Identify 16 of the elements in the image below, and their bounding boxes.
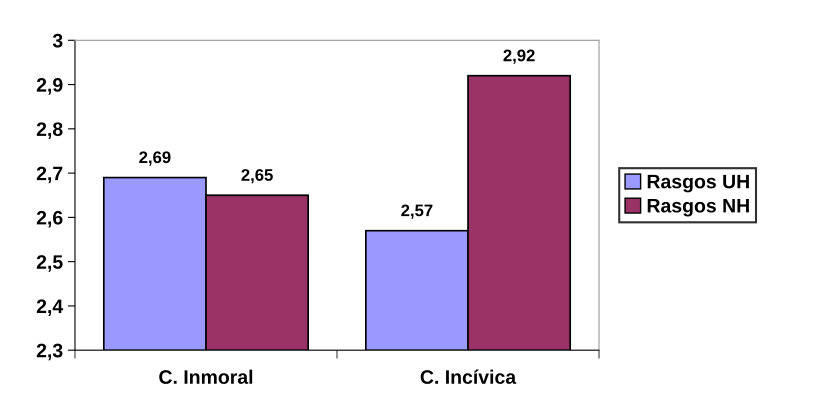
y-tick-label: 2,7 (36, 166, 62, 184)
y-tick-label: 2,6 (36, 210, 62, 228)
y-tick-label: 2,4 (36, 299, 64, 316)
legend-label: Rasgos UH (648, 174, 749, 192)
x-tick-label: C. Inmoral (159, 370, 252, 384)
y-tick-label: 2,8 (36, 122, 63, 139)
y-tick-label: 2,3 (36, 344, 62, 360)
legend-label: Rasgos NH (648, 198, 749, 216)
y-tick-label: 2,9 (36, 78, 62, 95)
data-label: 2,65 (241, 169, 273, 184)
data-label: 2,92 (503, 50, 535, 64)
y-tick-label: 2,5 (36, 255, 63, 272)
y-tick-label: 3 (52, 34, 62, 48)
data-label: 2,57 (401, 204, 432, 219)
x-tick-label: C. Incívica (420, 369, 516, 384)
data-label: 2,69 (139, 151, 170, 166)
